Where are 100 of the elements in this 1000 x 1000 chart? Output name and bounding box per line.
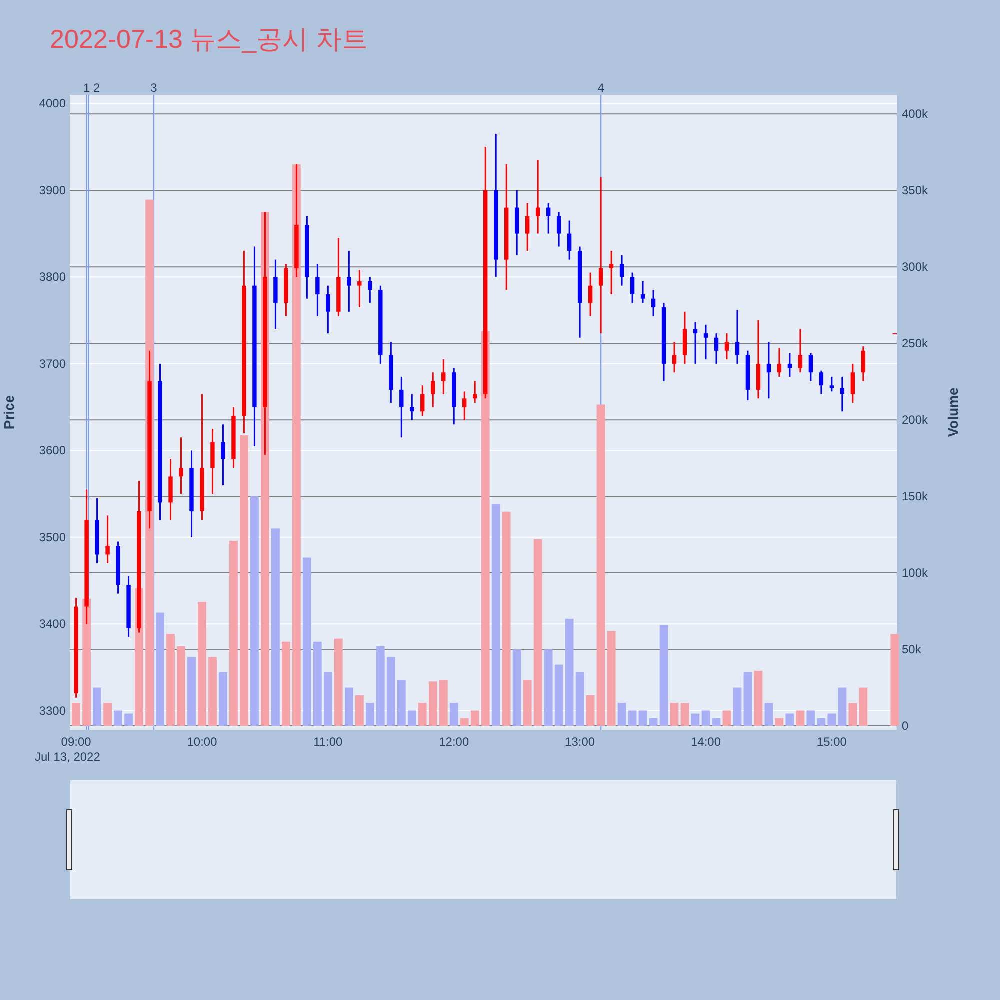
candlestick xyxy=(400,376,404,438)
y-tick-label: 3500 xyxy=(39,530,66,544)
y-tick-label: 3600 xyxy=(39,444,66,458)
bar xyxy=(114,710,122,726)
ref-line-label: 1 xyxy=(83,81,90,95)
y2-tick-label: 400k xyxy=(902,107,930,122)
candlestick xyxy=(368,276,372,304)
x-tick-label: 10:00 xyxy=(187,735,218,749)
bar xyxy=(334,638,343,726)
y-tick-label: 3900 xyxy=(39,183,66,198)
x-tick-label: 09:00 xyxy=(61,735,92,749)
bar xyxy=(744,672,752,726)
ref-line-label: 2 xyxy=(93,81,100,95)
candlestick xyxy=(326,285,330,334)
bar xyxy=(544,650,553,726)
bar xyxy=(156,612,164,726)
bar xyxy=(817,718,826,726)
bar xyxy=(450,703,458,726)
candlestick xyxy=(358,269,362,308)
bar xyxy=(72,703,80,726)
bar xyxy=(250,496,259,726)
bar xyxy=(618,703,626,726)
bar xyxy=(607,631,616,726)
bar xyxy=(596,404,606,726)
candlestick xyxy=(630,272,635,304)
candlestick xyxy=(861,346,866,382)
bar xyxy=(282,642,290,726)
candlestick xyxy=(588,272,593,317)
candlestick xyxy=(808,352,814,382)
bar xyxy=(660,625,668,726)
candlestick xyxy=(546,202,551,235)
bar xyxy=(355,695,364,726)
x-tick-label: 12:00 xyxy=(439,735,470,749)
candlestick xyxy=(798,328,803,374)
candlestick xyxy=(766,341,772,400)
x-tick-label: 11:00 xyxy=(314,735,344,749)
bar xyxy=(428,682,438,726)
candlestick xyxy=(819,370,824,396)
bar xyxy=(502,512,511,726)
y2-tick-label: 150k xyxy=(902,490,930,504)
y-tick-label: 3300 xyxy=(39,704,66,718)
candlestick xyxy=(651,289,656,317)
candlestick xyxy=(462,390,467,422)
y-tick-label: 3700 xyxy=(39,356,66,371)
bar xyxy=(890,634,900,726)
bar xyxy=(460,718,469,726)
y-tick-label: 3800 xyxy=(39,270,66,284)
y2-tick-label: 200k xyxy=(902,413,930,428)
candlestick xyxy=(714,332,719,365)
bar xyxy=(554,664,564,726)
bar xyxy=(586,695,595,726)
candlestick xyxy=(830,376,834,392)
candlestick xyxy=(106,514,110,564)
candlestick xyxy=(620,254,624,287)
bar xyxy=(649,718,658,726)
candlestick xyxy=(693,322,698,365)
bar xyxy=(344,688,354,726)
bar xyxy=(219,672,228,726)
bar xyxy=(93,688,102,726)
candlestick xyxy=(640,280,646,304)
bar xyxy=(680,703,690,726)
bar xyxy=(828,714,836,726)
y-tick-label: 3400 xyxy=(39,617,66,632)
candlestick xyxy=(556,211,562,248)
bar xyxy=(691,714,700,726)
y2-tick-label: 300k xyxy=(902,260,930,274)
bar xyxy=(230,540,238,726)
bar xyxy=(272,528,280,726)
bar xyxy=(764,703,774,726)
bar xyxy=(302,558,312,726)
candlestick xyxy=(777,348,782,378)
bar xyxy=(534,539,542,726)
candlestick xyxy=(609,250,614,296)
bar xyxy=(796,710,805,726)
x-tick-label: 13:00 xyxy=(565,735,596,749)
candlestick xyxy=(420,384,425,417)
bar xyxy=(702,710,710,726)
candlestick xyxy=(536,159,540,235)
bar xyxy=(838,688,847,726)
bar xyxy=(198,602,206,726)
bar xyxy=(523,680,532,726)
bar xyxy=(324,672,332,726)
y2-tick-label: 0 xyxy=(902,719,909,734)
bar xyxy=(775,718,784,726)
candlestick xyxy=(672,341,677,374)
candlestick xyxy=(840,376,845,412)
bar xyxy=(188,657,196,726)
ref-line-label: 3 xyxy=(150,81,158,95)
candlestick xyxy=(567,220,572,261)
ref-line-label: 4 xyxy=(598,81,605,95)
bar xyxy=(565,618,574,726)
bar xyxy=(638,710,648,726)
candlestick xyxy=(598,176,604,334)
bar xyxy=(386,657,396,726)
bar xyxy=(754,670,763,726)
y-tick-label: 4000 xyxy=(39,96,66,111)
bar xyxy=(786,714,794,726)
y2-axis-title: Volume xyxy=(945,388,961,438)
bar xyxy=(512,650,522,726)
bar xyxy=(722,710,732,726)
